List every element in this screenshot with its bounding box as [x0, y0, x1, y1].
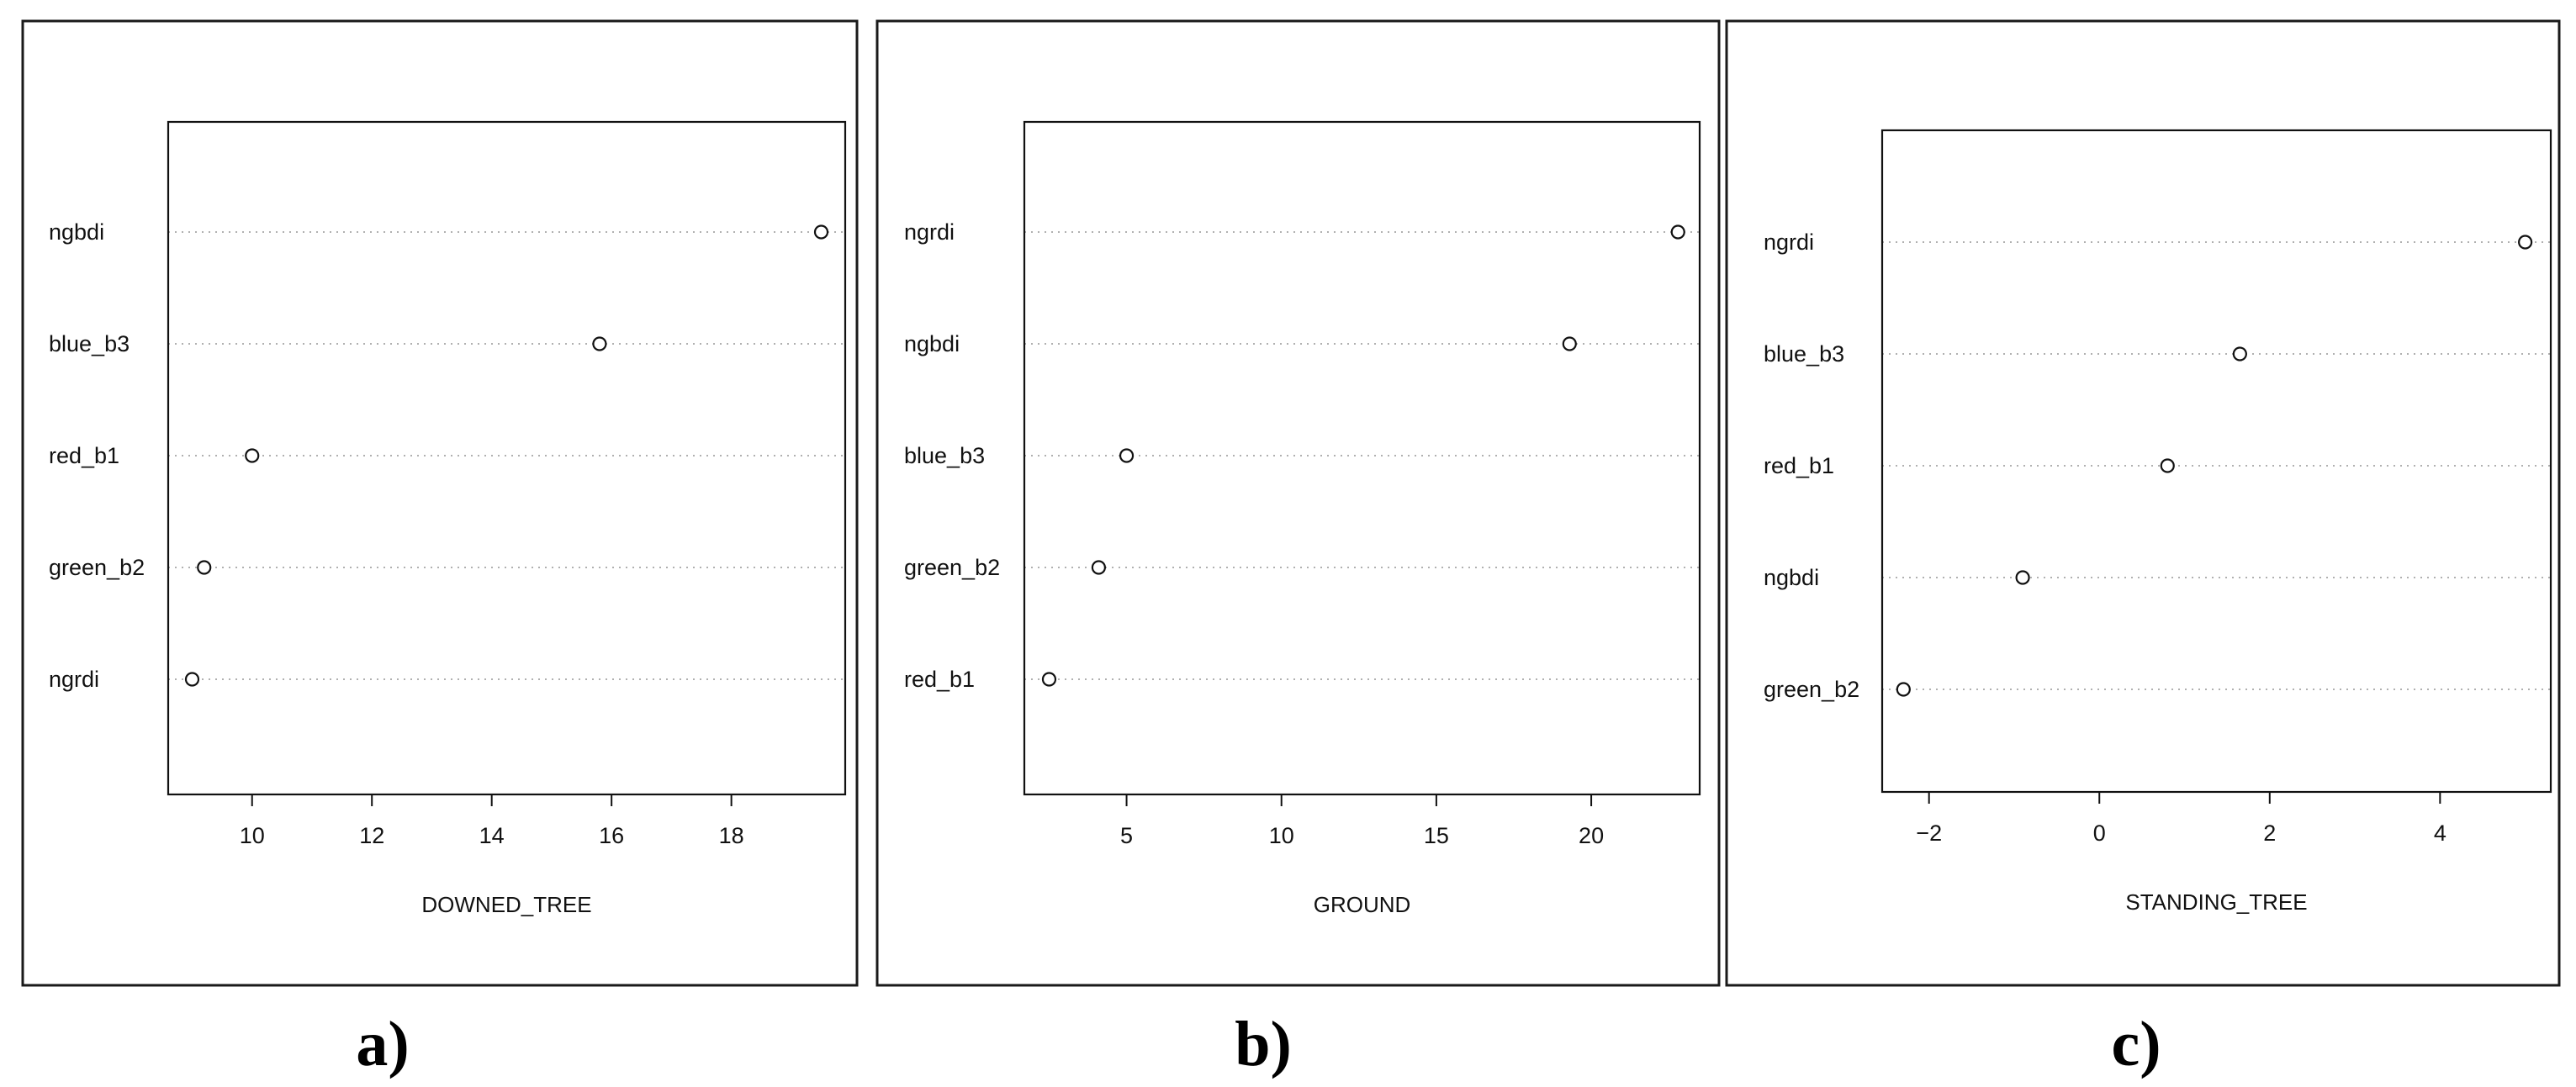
data-point	[2518, 235, 2533, 250]
panel-frame	[875, 19, 1721, 987]
category-label: green_b2	[1764, 677, 1859, 702]
panel-label: b)	[1235, 1009, 1292, 1079]
x-tick-label: 2	[2263, 821, 2276, 846]
data-point	[1091, 560, 1107, 575]
category-label: blue_b3	[1764, 341, 1844, 367]
x-axis-label: STANDING_TREE	[2125, 889, 2307, 915]
x-tick-label: 5	[1120, 823, 1133, 848]
data-point	[245, 448, 260, 463]
x-tick-label: 12	[359, 823, 384, 848]
data-point	[1562, 336, 1577, 351]
data-point	[1670, 224, 1685, 240]
category-label: green_b2	[904, 555, 1000, 580]
data-point	[2015, 570, 2030, 585]
category-label: green_b2	[49, 555, 145, 580]
x-tick-label: 16	[599, 823, 624, 848]
category-label: blue_b3	[904, 443, 985, 468]
x-tick-label: 14	[479, 823, 505, 848]
category-label: red_b1	[1764, 453, 1834, 478]
data-point	[184, 672, 200, 687]
panel-label: a)	[356, 1009, 409, 1079]
x-tick-label: 10	[1269, 823, 1294, 848]
x-tick-label: 0	[2093, 821, 2106, 846]
category-label: ngbdi	[49, 219, 104, 245]
category-label: ngrdi	[1764, 230, 1814, 255]
plot-area	[1880, 129, 2552, 794]
x-tick-label: 15	[1424, 823, 1449, 848]
x-tick-label: −2	[1916, 821, 1942, 846]
chart-panel: ngrdi ngbdi blue_b3 green_b2 red_b1 5 10 15 20 GR…	[875, 19, 1721, 1079]
data-point	[1119, 448, 1135, 463]
data-point	[1041, 672, 1057, 687]
x-tick-label: 10	[240, 823, 265, 848]
x-axis-label: DOWNED_TREE	[421, 892, 591, 917]
x-tick-label: 20	[1579, 823, 1604, 848]
category-label: ngrdi	[904, 219, 955, 245]
panel-label: c)	[2111, 1009, 2161, 1079]
plot-area	[167, 120, 847, 796]
category-label: ngbdi	[1764, 565, 1819, 590]
category-label: blue_b3	[49, 331, 130, 356]
data-point	[2160, 458, 2175, 473]
x-tick-label: 18	[719, 823, 744, 848]
x-axis-label: GROUND	[1314, 892, 1411, 917]
data-point	[592, 336, 607, 351]
plot-area	[1023, 120, 1701, 796]
data-point	[813, 224, 829, 240]
category-label: red_b1	[904, 667, 975, 692]
category-label: red_b1	[49, 443, 119, 468]
category-label: ngrdi	[49, 667, 99, 692]
category-label: ngbdi	[904, 331, 960, 356]
panel-frame	[21, 19, 859, 987]
x-tick-label: 4	[2434, 821, 2446, 846]
data-point	[197, 560, 212, 575]
data-point	[1896, 682, 1911, 697]
panel-frame	[1725, 19, 2561, 987]
data-point	[2232, 346, 2247, 361]
